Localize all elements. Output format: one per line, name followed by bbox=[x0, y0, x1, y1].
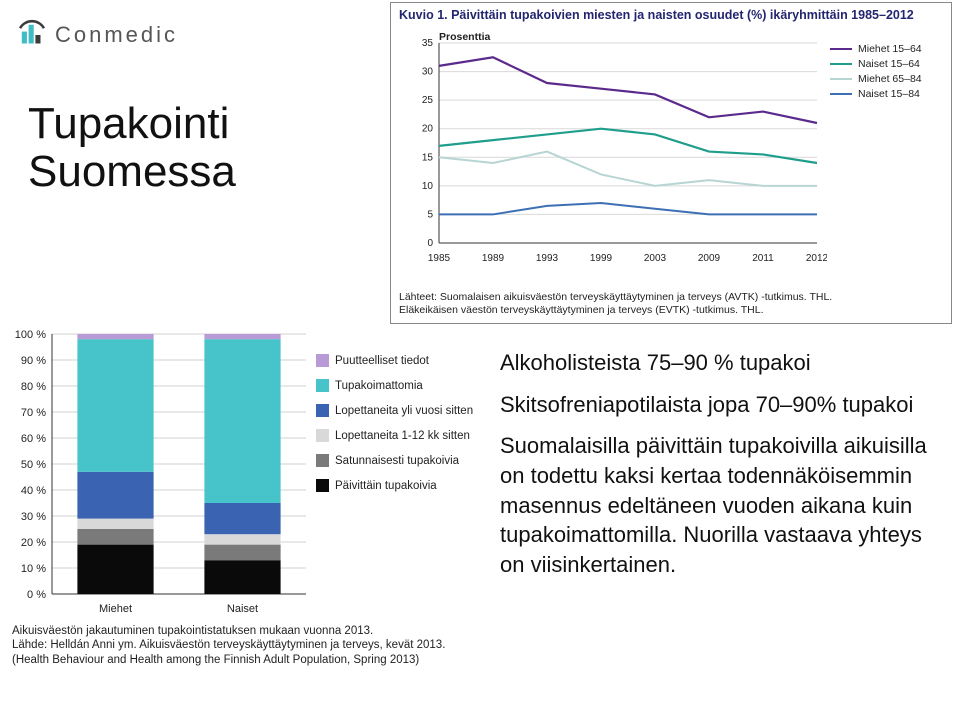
svg-text:2011: 2011 bbox=[752, 253, 774, 264]
svg-text:40 %: 40 % bbox=[21, 485, 46, 497]
svg-text:80 %: 80 % bbox=[21, 381, 46, 393]
bar-source-3: (Health Behaviour and Health among the F… bbox=[12, 653, 486, 667]
svg-text:1999: 1999 bbox=[590, 253, 613, 264]
svg-text:2012: 2012 bbox=[806, 253, 827, 264]
legend-item: Tupakoimattomia bbox=[316, 379, 488, 392]
svg-text:100 %: 100 % bbox=[15, 329, 46, 341]
legend-item: Lopettaneita yli vuosi sitten bbox=[316, 404, 488, 417]
bar-chart-panel: 0 % 10 % 20 % 30 % 40 % 50 % 60 % 70 % 80 % 90 % 1… bbox=[4, 328, 490, 708]
logo-text: Conmedic bbox=[55, 22, 178, 48]
svg-text:10 %: 10 % bbox=[21, 563, 46, 575]
svg-text:0: 0 bbox=[427, 238, 433, 249]
line-chart-title: Kuvio 1. Päivittäin tupakoivien miesten … bbox=[399, 8, 943, 22]
legend-item: Satunnaisesti tupakoivia bbox=[316, 454, 488, 467]
svg-text:90 %: 90 % bbox=[21, 355, 46, 367]
legend-item: Naiset 15–84 bbox=[830, 88, 945, 100]
bar-chart-legend: Puutteelliset tiedot Tupakoimattomia Lopet… bbox=[316, 354, 488, 504]
svg-text:20 %: 20 % bbox=[21, 537, 46, 549]
svg-text:2003: 2003 bbox=[644, 253, 667, 264]
heading-line2: Suomessa bbox=[28, 147, 236, 196]
page-title: Tupakointi Suomessa bbox=[28, 100, 236, 197]
bar-source-2: Lähde: Helldán Anni ym. Aikuisväestön te… bbox=[12, 638, 486, 652]
svg-text:1985: 1985 bbox=[428, 253, 451, 264]
bar-source-1: Aikuisväestön jakautuminen tupakointista… bbox=[12, 624, 486, 638]
body-text: Alkoholisteista 75–90 % tupakoi Skitsofr… bbox=[500, 348, 948, 580]
heading-line1: Tupakointi bbox=[28, 99, 229, 148]
svg-text:30: 30 bbox=[422, 67, 434, 78]
svg-text:70 %: 70 % bbox=[21, 407, 46, 419]
svg-text:2009: 2009 bbox=[698, 253, 721, 264]
svg-text:30 %: 30 % bbox=[21, 511, 46, 523]
svg-text:20: 20 bbox=[422, 124, 434, 135]
legend-item: Lopettaneita 1-12 kk sitten bbox=[316, 429, 488, 442]
bar-chart: 0 % 10 % 20 % 30 % 40 % 50 % 60 % 70 % 80 % 90 % 1… bbox=[4, 328, 314, 620]
svg-text:50 %: 50 % bbox=[21, 459, 46, 471]
line-chart-source: Lähteet: Suomalaisen aikuisväestön terve… bbox=[399, 291, 943, 317]
line-source-1: Lähteet: Suomalaisen aikuisväestön terve… bbox=[399, 291, 943, 304]
bar-chart-source: Aikuisväestön jakautuminen tupakointista… bbox=[12, 624, 486, 667]
brand-logo: Conmedic bbox=[15, 18, 178, 52]
logo-mark-icon bbox=[15, 18, 49, 52]
svg-text:Miehet: Miehet bbox=[99, 603, 132, 615]
text-line2: Skitsofreniapotilaista jopa 70–90% tupak… bbox=[500, 390, 948, 420]
legend-item: Puutteelliset tiedot bbox=[316, 354, 488, 367]
svg-text:Naiset: Naiset bbox=[227, 603, 258, 615]
line-chart-panel: Kuvio 1. Päivittäin tupakoivien miesten … bbox=[390, 2, 952, 324]
legend-item: Naiset 15–64 bbox=[830, 58, 945, 70]
svg-text:Prosenttia: Prosenttia bbox=[439, 31, 491, 43]
svg-text:60 %: 60 % bbox=[21, 433, 46, 445]
line-chart-legend: Miehet 15–64 Naiset 15–64 Miehet 65–84 Nais… bbox=[830, 43, 945, 103]
svg-text:1993: 1993 bbox=[536, 253, 559, 264]
svg-text:10: 10 bbox=[422, 181, 434, 192]
svg-text:1989: 1989 bbox=[482, 253, 505, 264]
text-line3: Suomalaisilla päivittäin tupakoivilla ai… bbox=[500, 431, 948, 579]
legend-item: Päivittäin tupakoivia bbox=[316, 479, 488, 492]
svg-text:25: 25 bbox=[422, 95, 434, 106]
text-line1: Alkoholisteista 75–90 % tupakoi bbox=[500, 348, 948, 378]
legend-item: Miehet 15–64 bbox=[830, 43, 945, 55]
line-source-2: Eläkeikäisen väestön terveyskäyttäytymin… bbox=[399, 304, 943, 317]
line-chart: 0 5 10 15 20 25 30 35 1985 1989 1993 1999 2003 2009 20… bbox=[397, 29, 827, 267]
svg-text:35: 35 bbox=[422, 38, 434, 49]
svg-text:15: 15 bbox=[422, 152, 434, 163]
svg-text:0 %: 0 % bbox=[27, 589, 46, 601]
svg-text:5: 5 bbox=[427, 209, 433, 220]
legend-item: Miehet 65–84 bbox=[830, 73, 945, 85]
